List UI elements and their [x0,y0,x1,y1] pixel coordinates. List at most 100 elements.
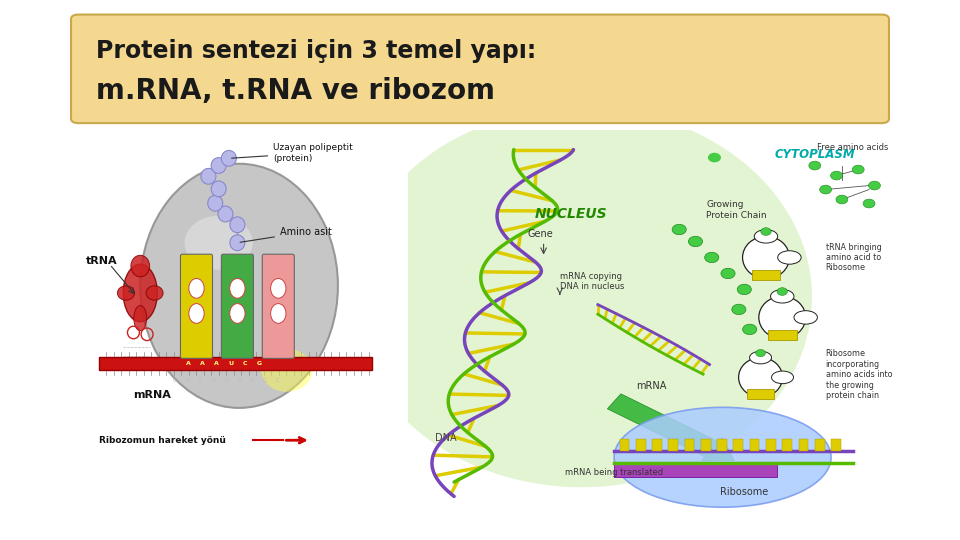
Bar [752,270,780,280]
Ellipse shape [771,289,794,303]
Bar [668,440,678,451]
Text: G: G [173,378,177,383]
Bar [747,389,774,399]
Text: Free amino acids: Free amino acids [817,143,888,152]
Ellipse shape [189,279,204,298]
FancyBboxPatch shape [180,254,212,359]
Circle shape [201,168,216,184]
FancyBboxPatch shape [262,254,295,359]
Text: DNA: DNA [435,433,457,443]
Circle shape [229,235,245,251]
FancyBboxPatch shape [71,15,889,123]
Text: U: U [228,361,233,366]
Ellipse shape [229,279,245,298]
Bar [799,440,808,451]
Text: A: A [251,378,253,383]
Text: tRNA: tRNA [85,255,117,266]
Ellipse shape [117,286,134,300]
Ellipse shape [750,352,772,364]
Text: G: G [185,378,189,383]
Circle shape [672,224,686,235]
Text: Ribosome
incorporating
amino acids into
the growing
protein chain: Ribosome incorporating amino acids into … [826,349,892,400]
Circle shape [830,171,843,180]
Ellipse shape [742,237,789,279]
Bar [733,440,743,451]
Text: U: U [225,378,228,383]
Text: Uzayan polipeptit
(protein): Uzayan polipeptit (protein) [231,143,353,163]
Ellipse shape [778,251,802,264]
Ellipse shape [189,303,204,323]
Ellipse shape [614,407,831,507]
Circle shape [222,151,236,166]
Text: mRNA: mRNA [133,390,171,400]
Ellipse shape [772,371,794,383]
Ellipse shape [229,303,245,323]
Circle shape [708,153,721,163]
Circle shape [211,158,227,173]
FancyArrow shape [608,394,734,461]
Ellipse shape [271,279,286,298]
Ellipse shape [133,306,147,330]
Text: U: U [211,378,215,383]
Text: G: G [257,361,262,366]
Circle shape [218,206,233,222]
Circle shape [809,161,821,170]
Text: Amino asit: Amino asit [240,227,332,242]
Circle shape [211,181,227,197]
Bar [636,440,645,451]
Bar [717,440,727,451]
Text: m.RNA, t.RNA ve ribozom: m.RNA, t.RNA ve ribozom [96,77,495,105]
Circle shape [869,181,880,190]
Bar [100,356,372,370]
Text: Gene: Gene [527,230,553,240]
Circle shape [777,288,787,295]
Circle shape [760,228,771,235]
Text: C: C [199,378,202,383]
Text: mRNA being translated: mRNA being translated [565,468,663,477]
Text: C: C [276,378,279,383]
Text: tRNA bringing
amino acid to
Ribosome: tRNA bringing amino acid to Ribosome [826,242,881,272]
Text: C: C [243,361,248,366]
Circle shape [737,284,752,295]
Text: mRNA copying
DNA in nucleus: mRNA copying DNA in nucleus [560,272,624,292]
Text: U: U [237,378,241,383]
Bar [652,440,661,451]
Text: Ribozomun hareket yönü: Ribozomun hareket yönü [100,436,227,445]
Circle shape [743,324,756,335]
Bar [701,440,710,451]
Ellipse shape [131,255,150,277]
Text: mRNA: mRNA [636,381,666,391]
Ellipse shape [123,264,157,322]
Circle shape [852,165,864,174]
Text: A: A [214,361,219,366]
Circle shape [820,185,831,194]
Text: Ribosome: Ribosome [720,487,768,497]
Circle shape [721,268,735,279]
Bar [831,440,841,451]
Text: NUCLEUS: NUCLEUS [535,206,607,220]
Text: G: G [263,378,267,383]
Text: A: A [185,361,190,366]
Text: Protein sentezi için 3 temel yapı:: Protein sentezi için 3 temel yapı: [96,39,537,63]
FancyBboxPatch shape [222,254,253,359]
Bar [614,463,777,477]
Circle shape [732,304,746,315]
Ellipse shape [261,349,312,392]
Ellipse shape [351,107,812,487]
Text: A: A [200,361,204,366]
Ellipse shape [794,310,817,324]
Circle shape [229,217,245,233]
Circle shape [836,195,848,204]
Circle shape [705,252,719,262]
Bar [815,440,825,451]
Circle shape [688,237,703,247]
Circle shape [756,349,765,357]
Bar [766,440,776,451]
Ellipse shape [140,164,338,408]
Bar [750,440,759,451]
Text: Growing
Protein Chain: Growing Protein Chain [707,200,767,220]
Bar [782,440,792,451]
Ellipse shape [755,230,778,243]
Ellipse shape [184,216,252,269]
Circle shape [207,195,223,211]
